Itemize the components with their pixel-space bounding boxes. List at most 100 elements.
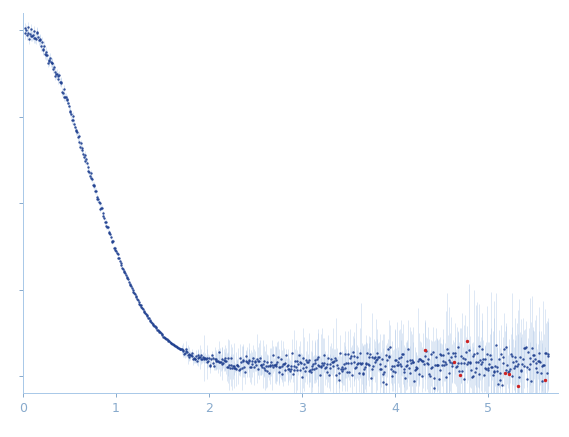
Point	[511, 362, 520, 369]
Point	[134, 299, 143, 306]
Point	[258, 361, 267, 368]
Point	[117, 264, 126, 271]
Point	[133, 297, 142, 304]
Point	[156, 329, 166, 336]
Point	[57, 78, 66, 85]
Point	[238, 357, 247, 364]
Point	[500, 370, 509, 377]
Point	[225, 361, 234, 368]
Point	[485, 361, 494, 368]
Point	[455, 368, 464, 375]
Point	[230, 364, 239, 371]
Point	[47, 60, 56, 67]
Point	[168, 341, 178, 348]
Point	[34, 36, 43, 43]
Point	[336, 350, 345, 357]
Point	[294, 361, 303, 368]
Point	[147, 319, 156, 326]
Point	[286, 363, 295, 370]
Point	[220, 357, 229, 364]
Point	[292, 357, 301, 364]
Point	[523, 348, 533, 355]
Point	[221, 354, 230, 361]
Point	[459, 359, 468, 366]
Point	[46, 59, 55, 66]
Point	[439, 358, 448, 365]
Point	[167, 340, 176, 347]
Point	[339, 360, 348, 367]
Point	[218, 355, 227, 362]
Point	[501, 367, 510, 374]
Point	[84, 167, 93, 174]
Point	[331, 372, 340, 379]
Point	[464, 346, 473, 353]
Point	[142, 312, 151, 319]
Point	[424, 356, 433, 363]
Point	[389, 363, 398, 370]
Point	[499, 353, 508, 360]
Point	[69, 116, 78, 123]
Point	[275, 363, 284, 370]
Point	[97, 205, 106, 212]
Point	[130, 289, 139, 296]
Point	[178, 346, 187, 353]
Point	[347, 360, 356, 367]
Point	[114, 254, 123, 261]
Point	[306, 368, 315, 375]
Point	[401, 363, 410, 370]
Point	[530, 355, 539, 362]
Point	[220, 358, 229, 365]
Point	[56, 79, 65, 86]
Point	[104, 228, 113, 235]
Point	[185, 352, 195, 359]
Point	[170, 342, 179, 349]
Point	[438, 361, 447, 368]
Point	[90, 187, 100, 194]
Point	[21, 24, 30, 31]
Point	[314, 361, 323, 368]
Point	[118, 266, 127, 273]
Point	[531, 360, 540, 367]
Point	[494, 355, 504, 362]
Point	[129, 288, 138, 295]
Point	[249, 364, 258, 371]
Point	[304, 367, 313, 374]
Point	[495, 376, 504, 383]
Point	[172, 343, 182, 350]
Point	[361, 360, 370, 367]
Point	[536, 370, 545, 377]
Point	[488, 364, 497, 371]
Point	[115, 257, 124, 264]
Point	[207, 351, 216, 358]
Point	[39, 45, 48, 52]
Point	[518, 355, 527, 362]
Point	[40, 50, 50, 57]
Point	[465, 359, 474, 366]
Point	[174, 344, 183, 351]
Point	[66, 107, 75, 114]
Point	[332, 361, 341, 368]
Point	[341, 360, 351, 367]
Point	[112, 248, 121, 255]
Point	[131, 294, 141, 301]
Point	[382, 351, 391, 358]
Point	[75, 139, 84, 146]
Point	[542, 369, 551, 376]
Point	[481, 365, 490, 372]
Point	[51, 73, 60, 80]
Point	[101, 218, 110, 225]
Point	[301, 357, 310, 364]
Point	[102, 224, 112, 231]
Point	[346, 353, 355, 360]
Point	[159, 333, 168, 340]
Point	[460, 376, 469, 383]
Point	[520, 344, 529, 351]
Point	[471, 368, 480, 375]
Point	[414, 356, 423, 363]
Point	[185, 353, 194, 360]
Point	[403, 346, 413, 353]
Point	[282, 362, 291, 369]
Point	[401, 374, 410, 381]
Point	[517, 367, 526, 374]
Point	[85, 172, 94, 179]
